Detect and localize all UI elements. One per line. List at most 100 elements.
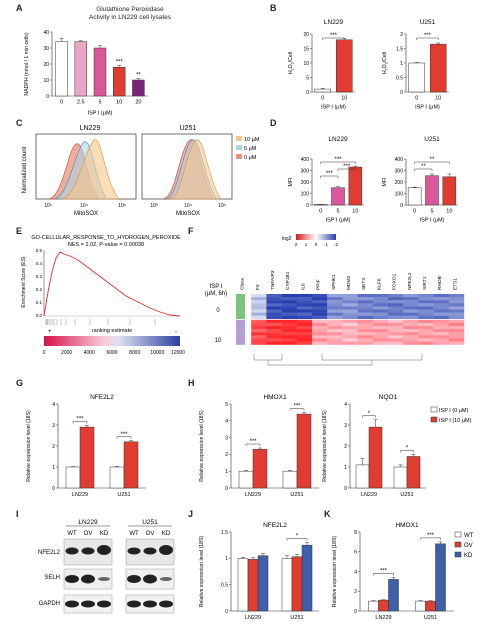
d-ln229-bar-0 xyxy=(313,204,328,206)
heatmap-cell-0-6 xyxy=(327,294,343,298)
b-ln229-xlabel: ISP I (μM) xyxy=(321,105,346,111)
legend-jk-wt: WT xyxy=(464,533,474,539)
h-hmox1-ytick-3: 3 xyxy=(225,435,228,441)
h-nqo1-bar-0-0 xyxy=(355,464,370,489)
gsea-xtick-5: 10000 xyxy=(150,350,164,356)
d-ln229-ytick-3: 300 xyxy=(301,168,310,174)
heatmap-gene-6: SPHK1 xyxy=(331,274,337,290)
d-ln229-bracket-2 xyxy=(320,161,356,164)
heatmap-cell-15-11 xyxy=(403,341,419,345)
gsea-xtick-4: 8000 xyxy=(129,350,140,356)
band-selh-u251-kd xyxy=(160,577,172,581)
heatmap-cell-1-4 xyxy=(296,297,313,301)
heatmap-cell-7-4 xyxy=(296,315,313,319)
heatmap-cell-3-7 xyxy=(342,303,358,307)
hist-ln229-title: LN229 xyxy=(80,125,101,132)
heatmap-cell-8-2 xyxy=(266,319,282,324)
heatmap-cell-3-12 xyxy=(418,303,434,307)
blot-lane-0: WT xyxy=(67,531,77,537)
heatmap-cell-4-11 xyxy=(403,306,419,310)
heatmap-cell-5-12 xyxy=(418,309,434,313)
gsea-stats: NES = 2.02, P-value = 0.00038 xyxy=(68,242,144,248)
heatmap-cell-13-1 xyxy=(251,335,267,339)
a-ytick-1: 10 xyxy=(43,78,49,84)
heatmap-cell-9-10 xyxy=(388,322,404,327)
k-ylabel: Relative expression level (18S) xyxy=(332,535,338,607)
heatmap-cell-0-3 xyxy=(281,294,297,298)
k-ytick-0: 0 xyxy=(354,609,357,615)
heatmap-cell-1-13 xyxy=(433,297,449,301)
heatmap-cell-8-11 xyxy=(403,319,419,324)
heatmap-cell-15-14 xyxy=(448,341,465,345)
hist-legend-swatch-0 xyxy=(236,154,242,159)
heatmap-cell-4-1 xyxy=(251,306,267,310)
panel-letter-d: D xyxy=(270,118,277,128)
heatmap-cell-14-13 xyxy=(433,338,449,342)
heatmap-cell-10-1 xyxy=(251,326,267,330)
heatmap-class-8 xyxy=(236,319,246,324)
heatmap-cell-10-3 xyxy=(281,326,297,330)
band-gapdh-u251-ov xyxy=(143,600,157,608)
b-ln229-title: LN229 xyxy=(324,19,344,26)
band-gapdh-u251-wt xyxy=(127,600,141,608)
heatmap-gene-4: IL6 xyxy=(300,283,306,290)
heatmap-cell-12-11 xyxy=(403,332,419,336)
heatmap-cell-1-2 xyxy=(266,297,282,301)
heatmap-cell-4-4 xyxy=(296,306,313,310)
a-bar-0 xyxy=(55,41,68,97)
k-bracket-0 xyxy=(373,573,394,576)
h-nqo1-bracket-0 xyxy=(362,415,376,418)
heatmap-cell-14-3 xyxy=(281,338,297,342)
heatmap-cell-8-7 xyxy=(342,319,358,324)
heatmap-cell-2-4 xyxy=(296,300,313,304)
heatmap-cell-15-9 xyxy=(372,341,389,345)
heatmap-cell-7-1 xyxy=(251,315,267,319)
k-xtick-0: LN229 xyxy=(375,615,391,621)
heatmap-cell-10-5 xyxy=(312,326,328,330)
heatmap-legend-tick-3: -1 xyxy=(324,242,328,247)
gsea-xtick-0: 0 xyxy=(43,350,46,356)
heatmap-cell-3-9 xyxy=(372,303,389,307)
gsea-title: GO-CELLULAR_RESPONSE_TO_HYDROGEN_PEROXID… xyxy=(31,235,181,241)
heatmap-gene-14: ETS1 xyxy=(452,278,458,290)
d-u251-xtick-1: 5 xyxy=(430,209,433,215)
heatmap-class-5 xyxy=(236,309,246,313)
heatmap-cell-6-2 xyxy=(266,312,282,316)
heatmap-legend-bar xyxy=(296,234,336,240)
h-nqo1-xtick-1: U251 xyxy=(400,492,413,498)
chart-a: 0 10 20 30 40 NADPH (nmol / 1 min cells) ISP I… xyxy=(24,30,148,116)
a-bar-3 xyxy=(112,66,126,97)
b-ln229-ylabel: H2O2/Cell xyxy=(288,52,295,74)
heatmap-gene-2: TNFAIP3 xyxy=(270,270,276,290)
b-u251-xlabel: ISP I (μM) xyxy=(415,105,440,111)
heatmap-cell-5-11 xyxy=(403,309,419,313)
heatmap-cell-7-10 xyxy=(388,315,404,319)
heatmap-cell-4-5 xyxy=(312,306,328,310)
j-bar-0-0 xyxy=(237,558,249,612)
b-ln229-ytick-3: 15 xyxy=(303,46,309,52)
heatmap-gene-13: RHOB xyxy=(437,276,443,290)
heatmap-cell-15-13 xyxy=(433,341,449,345)
chart-g: NFE2L2 0 1 2 3 4 Relative expression level (18… xyxy=(26,394,146,498)
k-xtick-1: U251 xyxy=(424,615,437,621)
heatmap-class-6 xyxy=(236,312,246,316)
heatmap-cell-6-11 xyxy=(403,312,419,316)
heatmap-cell-11-10 xyxy=(388,329,404,333)
heatmap-cell-7-3 xyxy=(281,315,297,319)
heatmap-class-11 xyxy=(236,329,246,333)
gsea-ytick-1: 0.4 xyxy=(36,261,43,266)
d-ln229-title: LN229 xyxy=(328,136,348,143)
band-nfe2l2-u251-ov xyxy=(143,547,157,555)
heatmap-cell-12-5 xyxy=(312,332,328,336)
heatmap-cell-13-5 xyxy=(312,335,328,339)
heatmap-cell-0-12 xyxy=(418,294,434,298)
g-title: NFE2L2 xyxy=(90,394,114,401)
heatmap-cell-5-6 xyxy=(327,309,343,313)
heatmap-cell-8-8 xyxy=(357,319,373,324)
panel-letter-h: H xyxy=(188,378,195,388)
j-bar-1-1 xyxy=(291,556,303,612)
heatmap-cell-5-1 xyxy=(251,309,267,313)
heatmap-cell-9-14 xyxy=(448,322,465,327)
heatmap-cell-3-5 xyxy=(312,303,328,307)
